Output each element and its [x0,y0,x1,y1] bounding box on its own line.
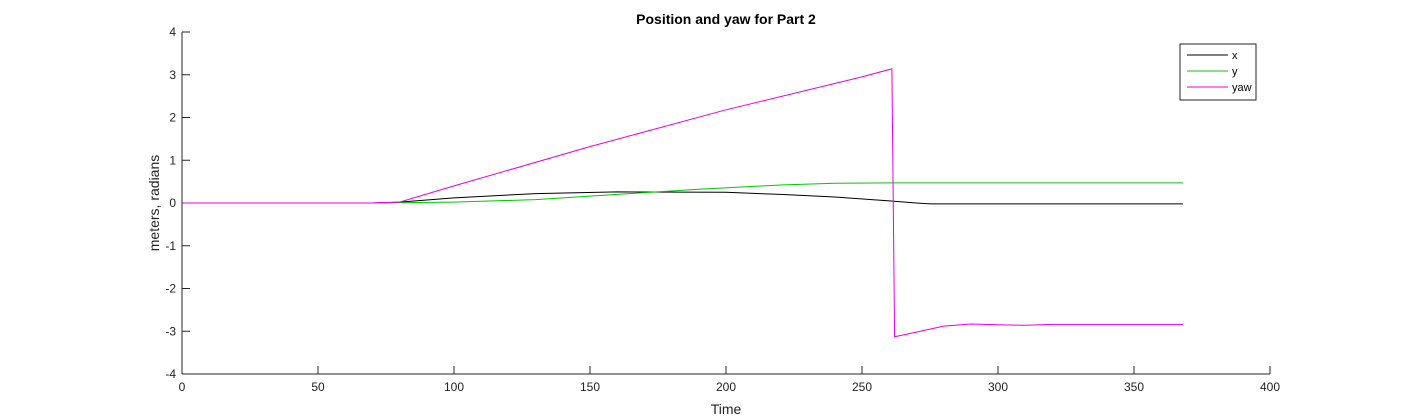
chart-title: Position and yaw for Part 2 [636,11,816,27]
x-tick-label: 150 [580,380,600,394]
y-tick-label: 4 [169,25,176,39]
series-layer [182,68,1183,338]
y-tick-label: -2 [165,282,176,296]
legend: xy yaw [1179,43,1257,101]
series-line-yaw [182,68,1183,338]
y-tick-label: 3 [169,68,176,82]
x-tick-label: 100 [444,380,464,394]
y-tick-label: -4 [165,367,176,381]
x-axis-label: Time [711,401,742,417]
x-tick-label: 250 [852,380,872,394]
legend-label-yaw: yaw [1232,82,1252,94]
legend-label-x: x [1232,50,1238,62]
series-line-y [182,182,1183,204]
y-tick-label: 0 [169,196,176,210]
y-tick-label: 1 [169,153,176,167]
y-tick-label: -1 [165,239,176,253]
y-axis-label: meters, radians [146,155,162,251]
legend-box [1179,43,1257,101]
x-tick-label: 200 [716,380,736,394]
x-tick-label: 350 [1124,380,1144,394]
x-tick-label: 300 [988,380,1008,394]
x-tick-label: 50 [311,380,325,394]
x-tick-label: 0 [179,380,186,394]
series-line-x [182,191,1183,205]
y-tick-label: -3 [165,324,176,338]
tick-layer: 0 50 100 150 200 250 300 350 400 4 3 2 1 0 -1 -2 -3 -4 [165,25,1280,394]
y-tick-label: 2 [169,111,176,125]
x-tick-label: 400 [1260,380,1280,394]
legend-label-y: y [1232,66,1238,78]
